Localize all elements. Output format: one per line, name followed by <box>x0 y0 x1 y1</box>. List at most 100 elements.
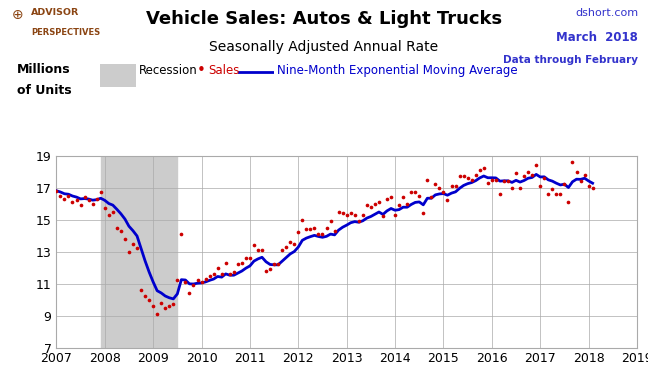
Point <box>261 268 272 274</box>
Text: ADVISOR: ADVISOR <box>31 8 79 17</box>
Point <box>321 224 332 230</box>
Point <box>196 279 207 285</box>
Point <box>414 192 424 199</box>
Point <box>382 195 392 202</box>
Text: Vehicle Sales: Autos & Light Trucks: Vehicle Sales: Autos & Light Trucks <box>146 10 502 28</box>
Point <box>467 177 477 183</box>
Point <box>148 303 158 309</box>
Bar <box>100 156 178 348</box>
Text: Sales: Sales <box>209 64 240 77</box>
Point <box>281 243 292 250</box>
Point <box>450 183 461 189</box>
Point <box>588 184 598 190</box>
Point <box>567 159 577 165</box>
Point <box>507 184 517 190</box>
Point <box>189 282 199 288</box>
Text: •: • <box>196 63 205 78</box>
Point <box>289 240 299 247</box>
Point <box>523 169 533 175</box>
Point <box>487 177 497 183</box>
Point <box>305 226 316 232</box>
Point <box>220 260 231 266</box>
Point <box>240 255 251 261</box>
Point <box>216 271 227 277</box>
Point <box>55 192 65 199</box>
Point <box>237 260 247 266</box>
Point <box>338 210 348 216</box>
Point <box>249 242 259 248</box>
Point <box>200 276 211 282</box>
Point <box>402 200 412 207</box>
Point <box>176 231 187 237</box>
Point <box>398 194 408 200</box>
Point <box>192 277 203 283</box>
Point <box>422 177 432 183</box>
Point <box>334 209 344 215</box>
Point <box>100 205 110 211</box>
Point <box>547 186 557 192</box>
Point <box>277 247 287 253</box>
Point <box>59 195 69 202</box>
Point <box>75 202 86 208</box>
Point <box>479 165 489 171</box>
Point <box>519 173 529 179</box>
Text: Recession: Recession <box>139 64 198 77</box>
Point <box>116 228 126 234</box>
Point <box>71 197 82 204</box>
Point <box>273 261 283 267</box>
Point <box>559 181 570 187</box>
Point <box>111 224 122 230</box>
Point <box>80 194 90 200</box>
Point <box>491 177 501 183</box>
Point <box>313 231 323 237</box>
Point <box>438 189 448 195</box>
Point <box>108 209 118 215</box>
Point <box>95 189 106 195</box>
Point <box>358 212 368 218</box>
Point <box>494 191 505 197</box>
Point <box>329 228 340 234</box>
Point <box>91 195 102 202</box>
Point <box>180 279 191 285</box>
Point <box>555 191 566 197</box>
Point <box>172 277 183 283</box>
Point <box>463 175 473 181</box>
Point <box>539 175 550 181</box>
Point <box>374 199 384 205</box>
Point <box>446 183 457 189</box>
Point <box>430 181 441 187</box>
Point <box>378 213 388 219</box>
Point <box>390 212 400 218</box>
Point <box>543 191 553 197</box>
Point <box>160 305 170 311</box>
Point <box>341 212 352 218</box>
Point <box>572 169 582 175</box>
Point <box>285 239 295 245</box>
Text: PERSPECTIVES: PERSPECTIVES <box>31 28 100 36</box>
Point <box>503 178 513 184</box>
Point <box>511 170 521 176</box>
Point <box>204 273 214 279</box>
Point <box>434 184 445 190</box>
Point <box>406 189 417 195</box>
Text: Data through February: Data through February <box>503 55 638 65</box>
Point <box>551 191 562 197</box>
Point <box>253 247 263 253</box>
Point <box>394 202 404 208</box>
Point <box>164 303 174 309</box>
Point <box>325 218 336 224</box>
Point <box>229 269 239 275</box>
Point <box>362 202 372 208</box>
Point <box>575 178 586 184</box>
Point <box>386 194 396 200</box>
Point <box>257 247 267 253</box>
Point <box>527 172 537 178</box>
Point <box>418 210 428 216</box>
Point <box>483 180 493 186</box>
Point <box>370 200 380 207</box>
Point <box>563 199 573 205</box>
Point <box>515 184 526 190</box>
Text: Millions: Millions <box>17 63 71 76</box>
Text: Nine-Month Exponential Moving Average: Nine-Month Exponential Moving Average <box>277 64 518 77</box>
Point <box>309 224 319 230</box>
